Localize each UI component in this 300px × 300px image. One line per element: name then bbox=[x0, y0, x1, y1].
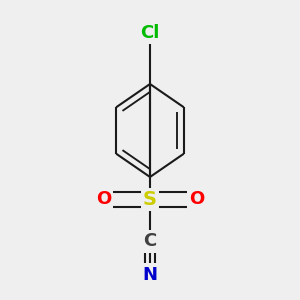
Text: O: O bbox=[96, 190, 111, 208]
Text: N: N bbox=[142, 266, 158, 284]
Text: O: O bbox=[189, 190, 204, 208]
Text: S: S bbox=[143, 190, 157, 209]
Text: C: C bbox=[143, 232, 157, 250]
Text: Cl: Cl bbox=[140, 24, 160, 42]
